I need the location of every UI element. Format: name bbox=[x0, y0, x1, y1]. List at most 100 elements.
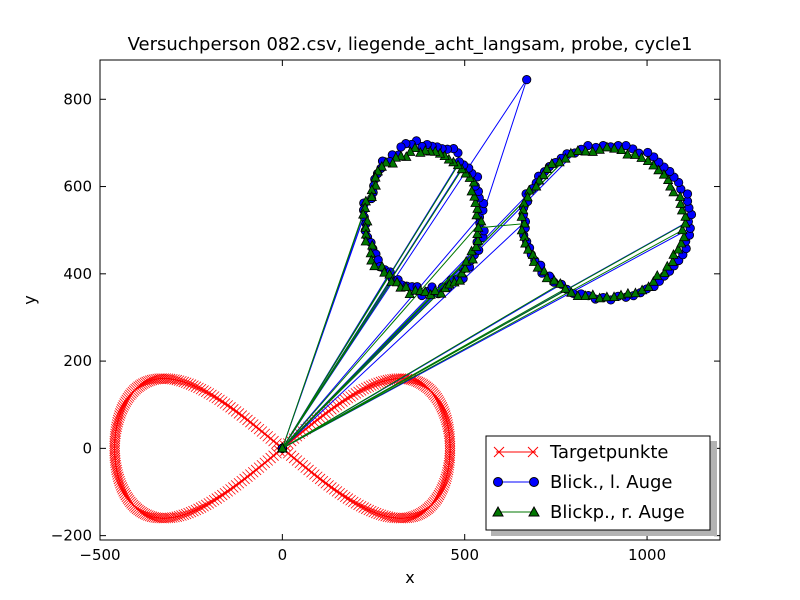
target-point bbox=[178, 376, 190, 388]
target-point bbox=[350, 388, 362, 399]
right-eye-point bbox=[673, 243, 684, 254]
right-eye-point bbox=[678, 231, 690, 242]
right-eye-point bbox=[629, 149, 641, 159]
right-eye-point bbox=[420, 286, 431, 296]
target-point bbox=[203, 388, 215, 399]
right-eye-point bbox=[667, 256, 678, 266]
target-point bbox=[114, 475, 125, 487]
right-eye-point bbox=[366, 191, 377, 201]
target-point bbox=[431, 392, 443, 404]
target-point bbox=[245, 469, 256, 480]
target-point bbox=[233, 477, 245, 489]
right-eye-point bbox=[675, 198, 686, 208]
target-point bbox=[253, 423, 265, 435]
target-point bbox=[412, 376, 424, 388]
target-point bbox=[317, 475, 329, 487]
right-eye-point bbox=[616, 144, 627, 155]
target-point bbox=[317, 410, 329, 421]
target-point bbox=[442, 421, 454, 433]
legend-label-left-eye: Blick., l. Auge bbox=[550, 472, 673, 493]
target-point bbox=[230, 406, 242, 417]
target-point bbox=[112, 414, 124, 426]
target-point bbox=[437, 482, 449, 493]
legend-marker-x bbox=[493, 446, 539, 458]
target-point bbox=[441, 471, 452, 483]
right-eye-point bbox=[665, 180, 676, 191]
series-right-eye bbox=[277, 141, 691, 453]
target-point bbox=[139, 508, 151, 520]
right-eye-point bbox=[391, 276, 403, 287]
target-point bbox=[442, 466, 453, 478]
right-eye-point bbox=[476, 215, 487, 226]
target-point bbox=[439, 475, 451, 487]
target-point bbox=[200, 386, 212, 398]
target-point bbox=[358, 383, 369, 395]
target-point bbox=[384, 511, 396, 523]
right-eye-point bbox=[470, 241, 482, 251]
target-point bbox=[228, 482, 239, 493]
target-point bbox=[441, 414, 452, 426]
target-point bbox=[378, 375, 389, 387]
right-eye-point bbox=[466, 185, 477, 196]
target-point bbox=[339, 394, 351, 406]
target-point bbox=[110, 459, 122, 471]
right-eye-point bbox=[531, 180, 542, 191]
right-eye-point bbox=[436, 287, 447, 298]
target-point bbox=[219, 487, 231, 499]
target-point bbox=[173, 375, 185, 386]
target-point bbox=[433, 489, 445, 501]
target-point bbox=[188, 505, 199, 517]
target-point bbox=[113, 473, 125, 485]
right-eye-point bbox=[630, 287, 641, 298]
target-point bbox=[139, 377, 151, 389]
target-point bbox=[443, 462, 454, 473]
legend-label-right-eye: Blickp., r. Auge bbox=[550, 502, 685, 523]
target-point bbox=[303, 421, 314, 433]
target-point bbox=[193, 503, 204, 515]
right-eye-point bbox=[367, 239, 378, 250]
target-point bbox=[137, 507, 149, 519]
target-point bbox=[438, 480, 449, 491]
target-point bbox=[228, 404, 239, 415]
right-eye-point bbox=[668, 249, 679, 259]
right-eye-point bbox=[594, 292, 605, 303]
target-point bbox=[342, 392, 354, 404]
right-eye-point bbox=[454, 274, 466, 285]
target-point bbox=[143, 375, 154, 387]
target-point bbox=[114, 410, 125, 421]
target-point bbox=[245, 416, 256, 428]
right-eye-point bbox=[594, 143, 605, 154]
target-point bbox=[439, 408, 450, 419]
target-point bbox=[434, 398, 446, 409]
target-point bbox=[328, 402, 340, 413]
target-point bbox=[112, 416, 123, 428]
target-point bbox=[141, 509, 152, 521]
target-point bbox=[117, 484, 129, 495]
target-point bbox=[195, 502, 207, 513]
target-point bbox=[118, 400, 130, 411]
target-point bbox=[387, 512, 398, 523]
right-eye-point bbox=[518, 204, 529, 215]
target-point bbox=[353, 499, 364, 511]
right-eye-point bbox=[471, 209, 482, 220]
target-point bbox=[116, 404, 128, 415]
right-eye-point bbox=[376, 160, 387, 171]
target-point bbox=[375, 376, 387, 388]
target-point bbox=[198, 385, 209, 396]
target-point bbox=[250, 421, 262, 433]
target-point bbox=[350, 498, 362, 509]
right-eye-point bbox=[680, 210, 691, 221]
target-point bbox=[355, 385, 367, 396]
target-point bbox=[117, 402, 129, 413]
target-point bbox=[347, 496, 359, 508]
right-eye-point bbox=[643, 281, 654, 291]
target-point bbox=[113, 412, 125, 424]
right-eye-point bbox=[360, 235, 371, 246]
chart-title: Versuchperson 082.csv, liegende_acht_lan… bbox=[128, 34, 693, 55]
right-eye-point bbox=[516, 210, 527, 221]
target-point bbox=[334, 487, 346, 499]
right-eye-point bbox=[601, 291, 613, 302]
right-eye-point bbox=[538, 169, 549, 180]
x-tick-label: 500 bbox=[450, 546, 479, 564]
